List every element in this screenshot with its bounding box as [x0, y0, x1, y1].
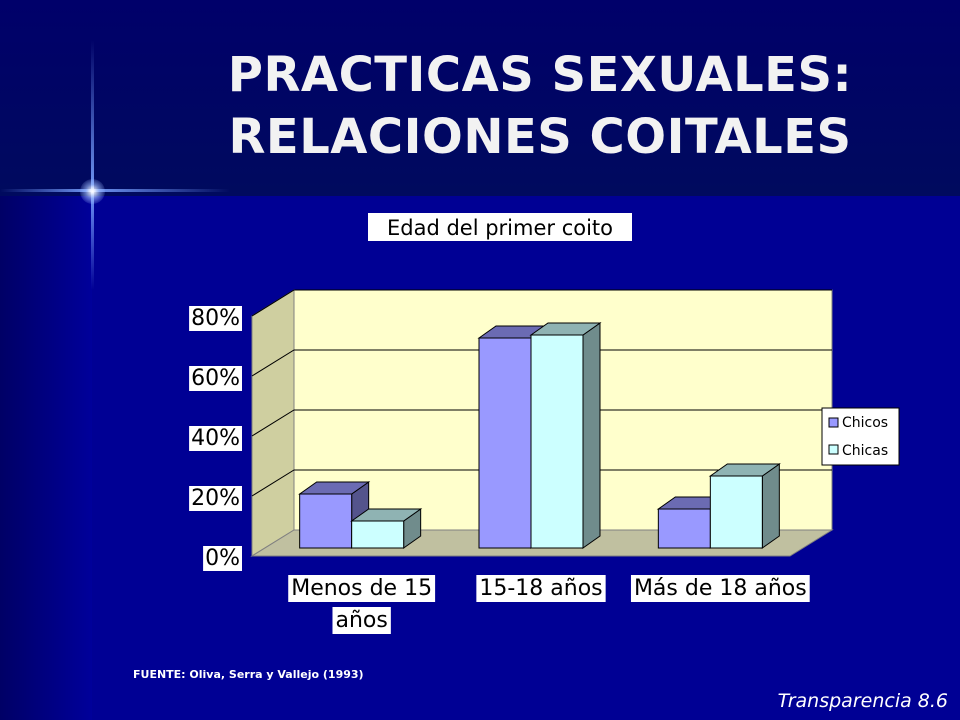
y-tick-label: 40%	[191, 426, 240, 451]
y-tick-label: 80%	[191, 306, 240, 331]
y-tick-label: 20%	[191, 486, 240, 511]
bar-side	[761, 463, 780, 549]
chart-title-background	[368, 213, 632, 241]
star-flare-icon	[80, 179, 105, 204]
star-flare-horizontal	[0, 189, 230, 192]
y-tick-label-background	[189, 366, 242, 391]
chart-title: Edad del primer coito	[387, 216, 613, 240]
star-flare-vertical	[91, 40, 94, 290]
gridline	[251, 349, 832, 377]
gridline	[251, 289, 832, 317]
x-category-label: 15-18 años	[479, 576, 602, 601]
y-tick-label-background	[189, 486, 242, 511]
bar-chicos	[478, 337, 532, 549]
source-citation: FUENTE: Oliva, Serra y Vallejo (1993)	[133, 668, 364, 681]
y-tick-label-background	[203, 546, 242, 571]
y-tick-label: 60%	[191, 366, 240, 391]
gridline	[251, 409, 832, 437]
y-tick-label: 0%	[205, 546, 240, 571]
bar-chicas	[530, 334, 584, 549]
gridline	[251, 469, 832, 497]
x-category-label: Menos de 15	[291, 576, 432, 601]
legend-label-chicos: Chicos	[842, 415, 888, 431]
bar-chicas	[709, 475, 763, 549]
x-category-label: Más de 18 años	[634, 576, 807, 601]
legend-swatch-chicas	[828, 444, 839, 455]
chart-title-group: Edad del primer coito	[368, 213, 632, 241]
bar-chicos	[657, 508, 711, 549]
y-tick-label-background	[189, 306, 242, 331]
legend-swatch-chicos	[828, 417, 839, 428]
bar-chicos	[299, 493, 353, 549]
chart-legend: Chicos Chicas	[821, 407, 900, 466]
slide-footer: Transparencia 8.6	[777, 690, 948, 712]
x-category-label-background	[476, 575, 606, 602]
x-category-label: años	[335, 608, 387, 633]
slide-title-line-2: RELACIONES COITALES	[228, 109, 852, 165]
x-category-label-background	[288, 575, 436, 602]
x-category-label-background	[332, 607, 391, 634]
y-tick-label-background	[189, 426, 242, 451]
x-category-label-background	[630, 575, 810, 602]
slide-title-line-1: PRACTICAS SEXUALES:	[227, 47, 853, 103]
slide-title: PRACTICAS SEXUALES: RELACIONES COITALES	[160, 44, 920, 168]
bar-side	[582, 322, 601, 549]
background-top-band	[0, 0, 960, 196]
legend-label-chicas: Chicas	[842, 443, 888, 459]
bar-chicas	[351, 520, 405, 549]
